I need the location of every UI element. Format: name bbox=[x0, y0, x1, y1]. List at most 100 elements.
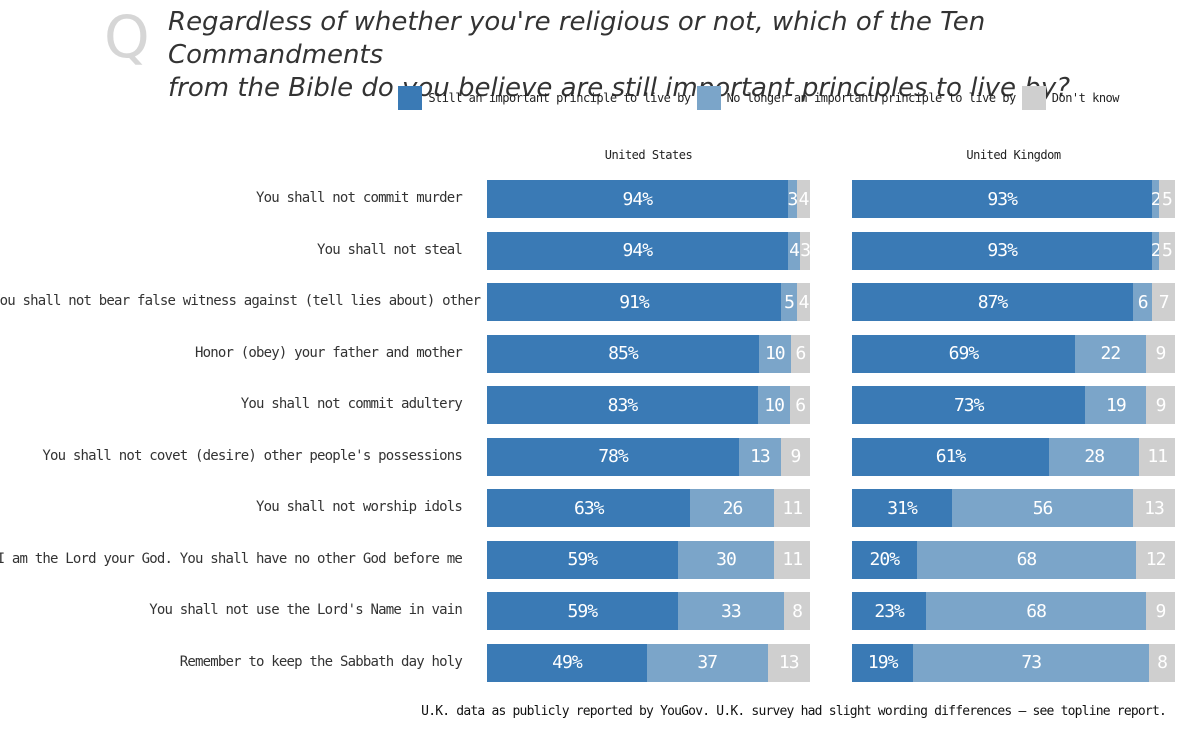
category-label: You shall not bear false witness against… bbox=[0, 293, 534, 309]
bar-segment-no-longer: 4 bbox=[787, 231, 801, 270]
legend-label: No longer an important principle to live… bbox=[726, 91, 1017, 105]
bar-segment-no-longer: 3 bbox=[787, 180, 798, 218]
bar-segment-still: 69% bbox=[852, 334, 1075, 373]
category-label: You shall not commit murder bbox=[256, 190, 463, 206]
legend-item-still: Still an important principle to live by bbox=[398, 86, 691, 110]
category-label: You shall not use the Lord's Name in vai… bbox=[149, 602, 463, 618]
stacked-bar-us: 59% 33 8 bbox=[487, 592, 810, 630]
bar-segment-no-longer: 22 bbox=[1074, 334, 1146, 373]
category-label: I am the Lord your God. You shall have n… bbox=[0, 550, 463, 567]
panel-title-uk: United Kingdom bbox=[966, 148, 1061, 162]
stacked-bar-uk: 73% 19 9 bbox=[852, 386, 1175, 424]
stacked-bar-uk: 31% 56 13 bbox=[852, 489, 1175, 527]
bar-segment-dont-know: 6 bbox=[790, 334, 810, 373]
bar-segment-still: 87% bbox=[852, 283, 1133, 321]
bar-segment-still: 73% bbox=[852, 386, 1086, 424]
category-label: Remember to keep the Sabbath day holy bbox=[179, 653, 463, 670]
bar-segment-no-longer: 68 bbox=[916, 540, 1137, 579]
bar-segment-dont-know: 4 bbox=[797, 283, 810, 321]
bar-segment-still: 20% bbox=[852, 540, 917, 579]
bar-segment-dont-know: 5 bbox=[1158, 180, 1175, 218]
legend-label: Still an important principle to live by bbox=[428, 91, 691, 105]
bar-segment-still: 61% bbox=[852, 437, 1050, 476]
title-line-2: from the Bible do you believe are still … bbox=[168, 73, 1071, 103]
bar-segment-no-longer: 2 bbox=[1152, 231, 1159, 270]
bar-segment-no-longer: 2 bbox=[1152, 180, 1159, 218]
legend-swatch bbox=[1021, 86, 1046, 110]
bar-segment-no-longer: 56 bbox=[952, 489, 1133, 527]
bar-segment-still: 85% bbox=[487, 334, 759, 373]
bar-segment-no-longer: 73 bbox=[913, 643, 1150, 682]
bar-segment-still: 94% bbox=[487, 180, 788, 218]
chart-title: Regardless of whether you're religious o… bbox=[168, 6, 1168, 105]
bar-segment-dont-know: 9 bbox=[1146, 386, 1175, 424]
title-line-1: Regardless of whether you're religious o… bbox=[168, 7, 986, 70]
bar-segment-dont-know: 13 bbox=[1133, 489, 1175, 527]
legend-label: Don't know bbox=[1051, 91, 1120, 105]
bar-segment-dont-know: 8 bbox=[784, 592, 810, 630]
bar-segment-dont-know: 3 bbox=[800, 231, 810, 270]
bar-segment-no-longer: 26 bbox=[690, 489, 775, 527]
bar-segment-dont-know: 6 bbox=[790, 386, 810, 424]
legend-swatch bbox=[696, 86, 721, 110]
bar-segment-no-longer: 33 bbox=[677, 592, 785, 630]
bar-segment-still: 23% bbox=[852, 592, 927, 630]
legend-item-no-longer: No longer an important principle to live… bbox=[696, 86, 1017, 110]
bar-segment-still: 78% bbox=[487, 437, 739, 476]
category-label: Honor (obey) your father and mother bbox=[194, 344, 463, 361]
bar-segment-dont-know: 11 bbox=[774, 489, 810, 527]
bar-segment-no-longer: 30 bbox=[677, 540, 775, 579]
bar-segment-dont-know: 12 bbox=[1136, 540, 1175, 579]
category-label: You shall not commit adultery bbox=[240, 396, 463, 412]
bar-segment-dont-know: 9 bbox=[1145, 334, 1175, 373]
bar-segment-still: 93% bbox=[852, 180, 1153, 218]
stacked-bar-us: 83% 10 6 bbox=[487, 386, 810, 424]
bar-segment-still: 94% bbox=[487, 231, 788, 270]
bar-segment-still: 63% bbox=[487, 489, 691, 527]
bar-segment-still: 91% bbox=[487, 283, 781, 321]
bar-segment-still: 93% bbox=[852, 231, 1153, 270]
stacked-bar-uk: 93% 2 5 bbox=[852, 231, 1175, 270]
category-label: You shall not covet (desire) other peopl… bbox=[42, 447, 462, 464]
stacked-bar-uk: 19% 73 8 bbox=[852, 643, 1175, 682]
stacked-bar-uk: 69% 22 9 bbox=[852, 334, 1175, 373]
bar-segment-no-longer: 28 bbox=[1049, 437, 1140, 476]
bar-segment-still: 49% bbox=[487, 643, 647, 682]
bar-segment-no-longer: 37 bbox=[646, 643, 768, 682]
bar-segment-still: 19% bbox=[852, 643, 914, 682]
category-label: You shall not worship idols bbox=[256, 499, 463, 515]
q-mark: Q bbox=[104, 3, 150, 71]
stacked-bar-us: 78% 13 9 bbox=[487, 437, 810, 476]
bar-segment-dont-know: 11 bbox=[774, 540, 810, 579]
stacked-bar-us: 63% 26 11 bbox=[487, 489, 810, 527]
stacked-bar-uk: 61% 28 11 bbox=[852, 437, 1175, 476]
panel-title-us: United States bbox=[604, 148, 693, 162]
bar-segment-dont-know: 11 bbox=[1139, 437, 1175, 476]
footer-note: U.K. data as publicly reported by YouGov… bbox=[421, 704, 1167, 719]
bar-segment-no-longer: 6 bbox=[1133, 283, 1153, 321]
bar-segment-still: 59% bbox=[487, 592, 678, 630]
stacked-bar-uk: 93% 2 5 bbox=[852, 180, 1175, 218]
stacked-bar-uk: 23% 68 9 bbox=[852, 592, 1175, 630]
category-label: You shall not steal bbox=[317, 241, 463, 258]
bar-segment-still: 59% bbox=[487, 540, 678, 579]
bar-segment-dont-know: 9 bbox=[1145, 592, 1175, 630]
legend: Still an important principle to live by N… bbox=[392, 86, 1120, 110]
bar-segment-no-longer: 10 bbox=[758, 334, 791, 373]
bar-segment-no-longer: 5 bbox=[780, 283, 798, 321]
bar-segment-no-longer: 10 bbox=[757, 386, 791, 424]
legend-item-dont-know: Don't know bbox=[1021, 86, 1120, 110]
bar-segment-dont-know: 4 bbox=[797, 180, 810, 218]
stacked-bar-uk: 20% 68 12 bbox=[852, 540, 1175, 579]
stacked-bar-us: 59% 30 11 bbox=[487, 540, 810, 579]
stacked-bar-us: 94% 3 4 bbox=[487, 180, 810, 218]
stacked-bar-us: 91% 5 4 bbox=[487, 283, 810, 321]
bar-segment-no-longer: 68 bbox=[926, 592, 1146, 630]
bar-segment-dont-know: 9 bbox=[780, 437, 810, 476]
bar-segment-no-longer: 19 bbox=[1085, 386, 1147, 424]
bar-segment-dont-know: 7 bbox=[1152, 283, 1175, 321]
stacked-bar-us: 85% 10 6 bbox=[487, 334, 810, 373]
bar-segment-dont-know: 5 bbox=[1158, 231, 1175, 270]
legend-swatch bbox=[398, 86, 423, 110]
bar-segment-dont-know: 13 bbox=[767, 643, 810, 682]
